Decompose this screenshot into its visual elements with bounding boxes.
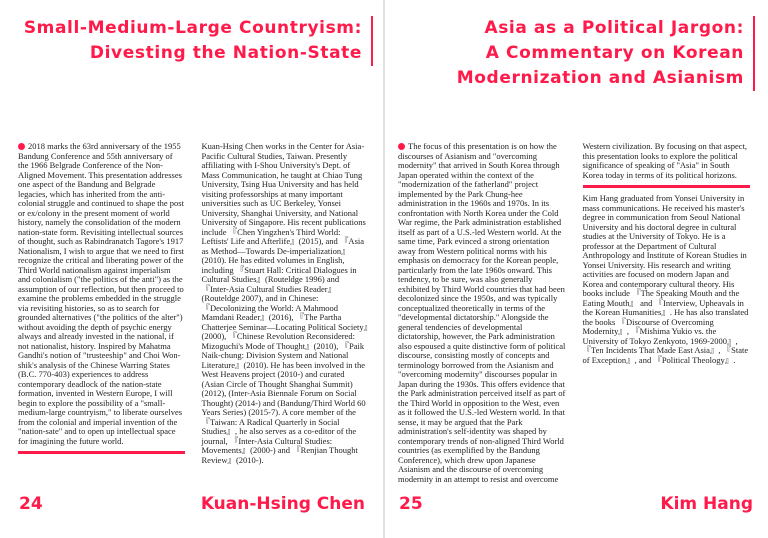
abstract-paragraph: The focus of this presentation is on how… bbox=[398, 141, 750, 487]
body-columns: 2018 marks the 63rd anniversary of the 1… bbox=[18, 141, 368, 487]
title-line: Asia as a Political Jargon: bbox=[484, 18, 744, 38]
abstract-text: The focus of this presentation is on how… bbox=[398, 141, 748, 484]
title-line: Divesting the Nation-State bbox=[89, 43, 362, 63]
bullet-dot-icon bbox=[18, 143, 25, 150]
title-line: Modernization and Asianism bbox=[456, 68, 744, 88]
abstract-text: 2018 marks the 63rd anniversary of the 1… bbox=[18, 141, 185, 446]
left-page: Small-Medium-Large Countryism: Divesting… bbox=[0, 0, 383, 538]
article-title: Small-Medium-Large Countryism: Divesting… bbox=[24, 16, 373, 66]
right-page: Asia as a Political Jargon: A Commentary… bbox=[385, 0, 768, 538]
author-bio: Kuan-Hsing Chen works in the Center for … bbox=[201, 141, 368, 465]
page-gutter bbox=[383, 0, 385, 538]
title-line: A Commentary on Korean bbox=[485, 43, 744, 63]
author-name: Kuan-Hsing Chen bbox=[200, 494, 365, 514]
page-number: 25 bbox=[399, 494, 423, 514]
article-title: Asia as a Political Jargon: A Commentary… bbox=[457, 16, 755, 91]
title-line: Small-Medium-Large Countryism: bbox=[23, 18, 362, 38]
divider-rule bbox=[582, 185, 750, 188]
bullet-dot-icon bbox=[398, 143, 405, 150]
divider-rule bbox=[18, 451, 185, 454]
author-name: Kim Hang bbox=[660, 494, 753, 514]
author-bio: Kim Hang graduated from Yonsei Universit… bbox=[582, 193, 749, 365]
abstract-paragraph: 2018 marks the 63rd anniversary of the 1… bbox=[18, 141, 185, 446]
body-columns: The focus of this presentation is on how… bbox=[398, 141, 750, 487]
page-number: 24 bbox=[19, 494, 43, 514]
